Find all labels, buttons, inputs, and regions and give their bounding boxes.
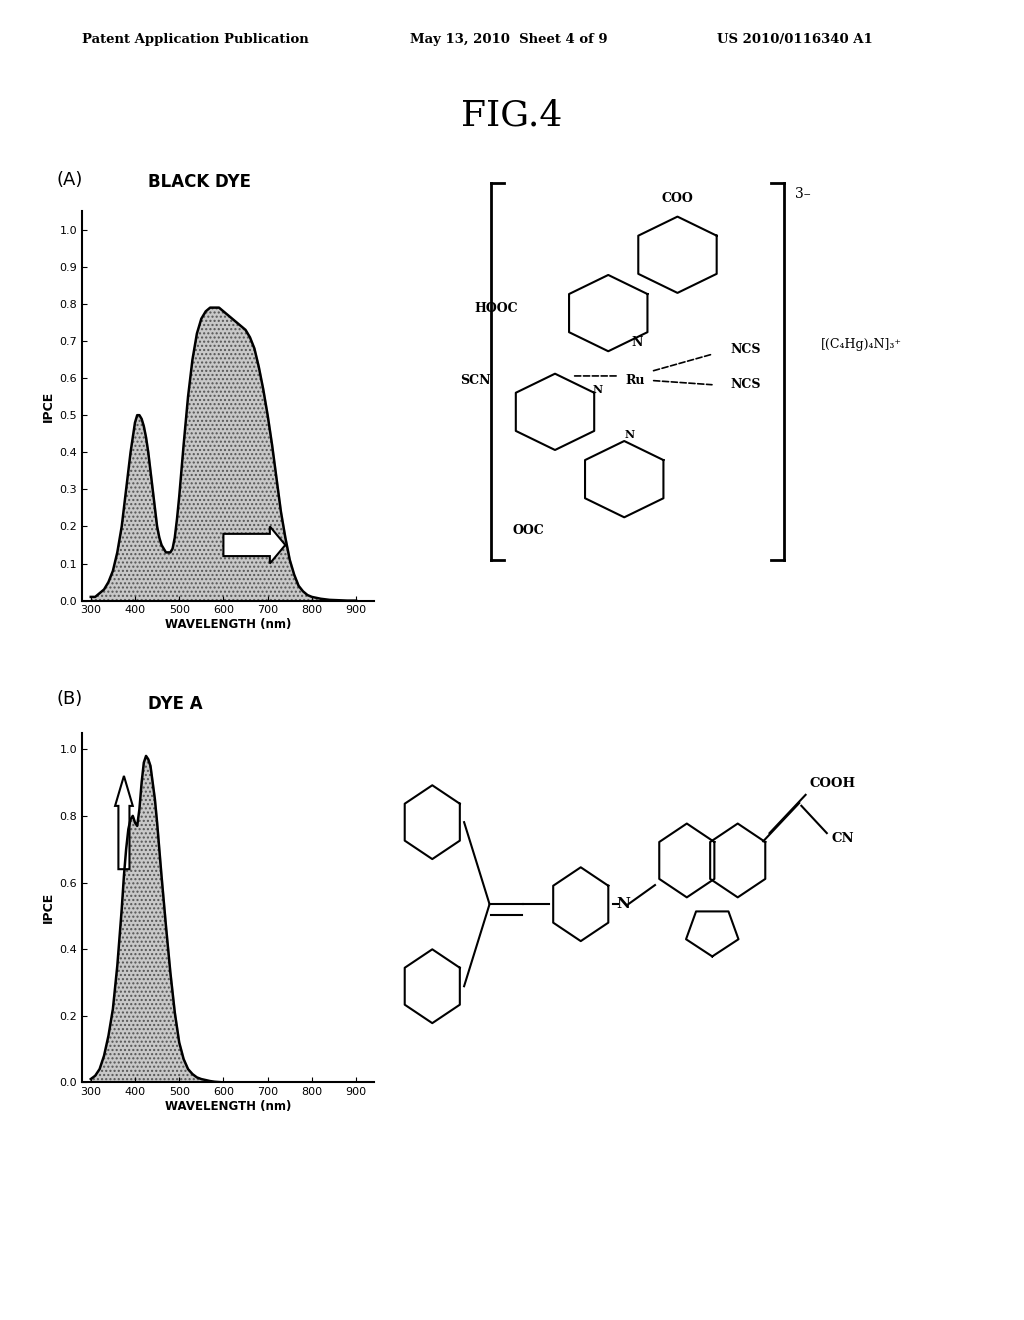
X-axis label: WAVELENGTH (nm): WAVELENGTH (nm) bbox=[165, 618, 291, 631]
Text: Ru: Ru bbox=[625, 374, 645, 387]
Text: COOH: COOH bbox=[810, 777, 856, 791]
Text: N: N bbox=[632, 335, 643, 348]
Text: N: N bbox=[616, 898, 630, 911]
Y-axis label: IPCE: IPCE bbox=[42, 892, 55, 923]
Text: OOC: OOC bbox=[512, 524, 545, 537]
FancyArrow shape bbox=[223, 527, 286, 564]
Text: 3–: 3– bbox=[795, 187, 810, 202]
Text: (A): (A) bbox=[56, 170, 83, 189]
Text: (B): (B) bbox=[56, 689, 83, 708]
X-axis label: WAVELENGTH (nm): WAVELENGTH (nm) bbox=[165, 1100, 291, 1113]
Text: US 2010/0116340 A1: US 2010/0116340 A1 bbox=[717, 33, 872, 46]
Text: [(C₄Hg)₄N]₃⁺: [(C₄Hg)₄N]₃⁺ bbox=[821, 338, 902, 351]
Text: NCS: NCS bbox=[731, 342, 761, 355]
Y-axis label: IPCE: IPCE bbox=[42, 391, 55, 421]
Text: COO: COO bbox=[662, 193, 693, 206]
Text: HOOC: HOOC bbox=[474, 302, 518, 315]
Text: FIG.4: FIG.4 bbox=[462, 99, 562, 133]
FancyArrow shape bbox=[115, 776, 133, 869]
Text: N: N bbox=[593, 384, 603, 395]
Text: May 13, 2010  Sheet 4 of 9: May 13, 2010 Sheet 4 of 9 bbox=[410, 33, 607, 46]
Text: CN: CN bbox=[831, 832, 854, 845]
Text: N: N bbox=[625, 429, 635, 440]
Text: Patent Application Publication: Patent Application Publication bbox=[82, 33, 308, 46]
Text: NCS: NCS bbox=[731, 379, 761, 392]
Text: DYE A: DYE A bbox=[148, 694, 203, 713]
Text: BLACK DYE: BLACK DYE bbox=[148, 173, 252, 191]
Text: SCN: SCN bbox=[461, 374, 492, 387]
